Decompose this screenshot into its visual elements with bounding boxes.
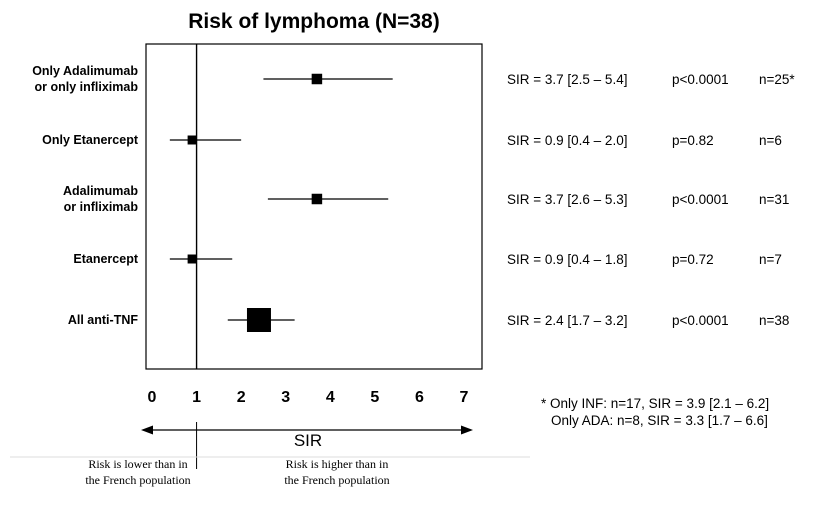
p-value: p=0.82 [672, 133, 714, 148]
x-tick-label: 6 [415, 389, 424, 406]
x-tick-label: 4 [326, 389, 335, 406]
sir-value: SIR = 2.4 [1.7 – 3.2] [507, 313, 627, 328]
row-label: Only Adalimumab [32, 64, 138, 78]
footnote-line: * Only INF: n=17, SIR = 3.9 [2.1 – 6.2] [541, 396, 769, 411]
point-estimate [187, 135, 197, 145]
x-tick-label: 5 [370, 389, 379, 406]
forest-row: Etanercept SIR = 0.9 [0.4 – 1.8] p=0.72 n=7 [73, 252, 782, 267]
row-label: All anti-TNF [68, 313, 138, 327]
point-estimate [311, 73, 323, 85]
forest-row: Only Adalimumab or only infliximab SIR = 3… [32, 64, 795, 94]
direction-arrows [141, 422, 473, 469]
arrow-right-icon [461, 425, 473, 435]
p-value: p<0.0001 [672, 192, 729, 207]
forest-row: All anti-TNF SIR = 2.4 [1.7 – 3.2] p<0.000… [68, 308, 789, 332]
x-tick-label: 7 [460, 389, 469, 406]
row-label: Only Etanercept [42, 133, 139, 147]
row-label: Adalimumab [63, 184, 138, 198]
sir-value: SIR = 3.7 [2.6 – 5.3] [507, 192, 627, 207]
x-axis: 0 1 2 3 4 5 6 7 [148, 389, 469, 406]
direction-text: the French population [284, 473, 389, 487]
footnote-line: Only ADA: n=8, SIR = 3.3 [1.7 – 6.6] [551, 413, 768, 428]
direction-text: Risk is lower than in [88, 457, 187, 471]
arrow-left-icon [141, 425, 153, 435]
direction-text: the French population [85, 473, 190, 487]
x-tick-label: 3 [281, 389, 290, 406]
p-value: p<0.0001 [672, 72, 729, 87]
n-value: n=6 [759, 133, 782, 148]
forest-rows: Only Adalimumab or only infliximab SIR = 3… [32, 64, 795, 332]
forest-row: Only Etanercept SIR = 0.9 [0.4 – 2.0] p=0.… [42, 133, 782, 148]
direction-label-left: Risk is lower than in the French populati… [85, 457, 190, 487]
sir-value: SIR = 0.9 [0.4 – 2.0] [507, 133, 627, 148]
row-label: Etanercept [73, 252, 138, 266]
footnote: * Only INF: n=17, SIR = 3.9 [2.1 – 6.2] O… [541, 396, 769, 428]
plot-frame [145, 43, 483, 370]
x-tick-label: 0 [148, 389, 157, 406]
row-label: or infliximab [64, 200, 139, 214]
n-value: n=25* [759, 72, 795, 87]
n-value: n=38 [759, 313, 789, 328]
direction-label-right: Risk is higher than in the French populat… [284, 457, 389, 487]
n-value: n=31 [759, 192, 789, 207]
x-axis-label: SIR [294, 431, 322, 450]
point-estimate [187, 254, 197, 264]
direction-text: Risk is higher than in [286, 457, 389, 471]
forest-row: Adalimumab or infliximab SIR = 3.7 [2.6 – … [63, 184, 789, 214]
x-tick-label: 2 [237, 389, 246, 406]
n-value: n=7 [759, 252, 782, 267]
p-value: p<0.0001 [672, 313, 729, 328]
p-value: p=0.72 [672, 252, 714, 267]
sir-value: SIR = 0.9 [0.4 – 1.8] [507, 252, 627, 267]
sir-value: SIR = 3.7 [2.5 – 5.4] [507, 72, 627, 87]
chart-title: Risk of lymphoma (N=38) [188, 10, 439, 33]
point-estimate [246, 308, 271, 332]
x-tick-label: 1 [192, 389, 201, 406]
point-estimate [311, 193, 323, 205]
row-label: or only infliximab [35, 80, 139, 94]
